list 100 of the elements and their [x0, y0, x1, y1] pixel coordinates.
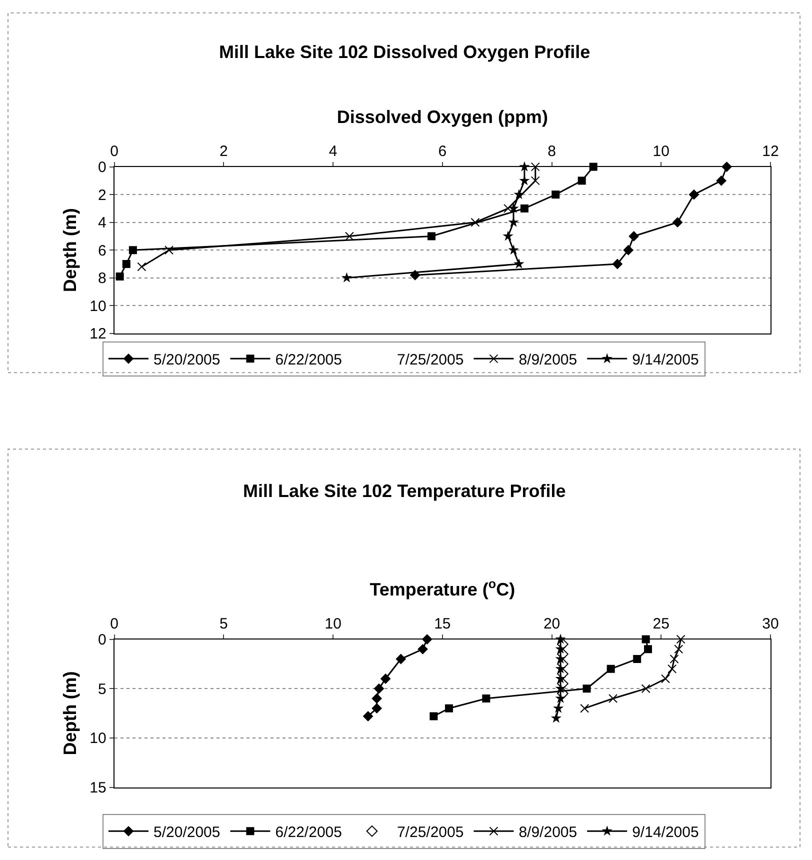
x-tick-label: 0 [110, 142, 119, 160]
point [716, 175, 726, 186]
point [372, 703, 382, 714]
point [380, 674, 391, 684]
x-tick-label: 10 [324, 615, 342, 632]
point [557, 648, 568, 660]
point [580, 704, 590, 713]
chart-title: Mill Lake Site 102 Dissolved Oxygen Profile [219, 42, 590, 62]
point [137, 262, 146, 272]
point [362, 711, 374, 722]
y-axis-title: Depth (m) [60, 208, 80, 292]
legend-label: 9/14/2005 [632, 824, 699, 841]
x-tick-label: 6 [438, 142, 447, 160]
point [514, 188, 524, 200]
point [628, 231, 640, 242]
point [164, 246, 174, 255]
point [530, 176, 540, 186]
point [418, 644, 428, 654]
point [674, 644, 684, 654]
legend-label: 5/20/2005 [154, 824, 220, 841]
y-tick-label: 0 [98, 159, 106, 176]
text: 7/25/2005 [396, 352, 464, 369]
point [344, 232, 354, 241]
point [341, 272, 352, 282]
point [444, 704, 453, 712]
y-tick-label: 10 [90, 730, 106, 748]
point [552, 190, 560, 199]
point [396, 654, 406, 664]
x-tick-label: 4 [328, 142, 338, 160]
point [128, 246, 137, 254]
point [641, 684, 650, 694]
point [557, 668, 568, 680]
x-tick-label: 2 [220, 142, 228, 160]
point [578, 176, 586, 185]
legend-label: 8/9/2005 [518, 824, 578, 841]
y-tick-label: 15 [90, 780, 106, 797]
point [430, 712, 438, 720]
y-tick-label: 8 [98, 270, 106, 288]
legend-label: 5/20/2005 [154, 352, 220, 369]
legend-label: 9/14/2005 [632, 352, 699, 369]
y-tick-label: 10 [90, 298, 106, 315]
x-tick-label: 12 [762, 142, 779, 160]
y-tick-label: 6 [98, 242, 106, 260]
point [502, 230, 514, 241]
point [612, 258, 623, 270]
point [557, 688, 568, 700]
x-tick-label: 8 [548, 142, 556, 160]
point [508, 202, 519, 213]
point [374, 683, 384, 694]
x-tick-label: 20 [543, 615, 560, 632]
point [606, 664, 615, 673]
point [520, 204, 528, 212]
point [519, 175, 530, 186]
point [557, 638, 568, 650]
legend-label: 6/22/2005 [275, 352, 342, 369]
point [623, 244, 634, 256]
point [661, 674, 670, 684]
point [670, 654, 679, 664]
point [530, 162, 540, 172]
point [553, 702, 564, 713]
point [557, 678, 568, 690]
legend-label: 7/25/2005 [396, 824, 464, 841]
y-tick-label: 12 [90, 326, 106, 343]
point [482, 694, 490, 702]
point [470, 218, 480, 227]
point [555, 644, 566, 654]
x-tick-label: 0 [110, 615, 119, 632]
point [633, 655, 642, 664]
point [644, 645, 652, 654]
point [550, 712, 562, 723]
point [557, 658, 568, 670]
point [116, 272, 124, 280]
x-axis-title: Temperature ($^{o}$C) [370, 576, 516, 600]
point [608, 694, 618, 703]
legend-label: 8/9/2005 [518, 352, 578, 369]
legend-label: 6/22/2005 [275, 824, 342, 841]
x-tick-label: 10 [652, 142, 670, 160]
y-tick-label: 0 [98, 632, 106, 649]
point [688, 189, 700, 200]
x-tick-label: 25 [652, 615, 670, 632]
point [676, 634, 686, 644]
point [508, 244, 519, 255]
point [372, 693, 382, 704]
x-tick-label: 30 [762, 615, 779, 632]
point [668, 664, 677, 674]
chart-title: Mill Lake Site 102 Temperature Profile [243, 481, 566, 501]
x-axis-title: Dissolved Oxygen (ppm) [336, 107, 548, 127]
point [122, 260, 130, 268]
point [582, 684, 591, 693]
y-tick-label: 4 [98, 214, 106, 232]
y-axis-title: Depth (m) [60, 671, 80, 756]
y-tick-label: 2 [98, 186, 106, 204]
point [672, 217, 683, 228]
y-tick-label: 5 [98, 680, 106, 698]
point [514, 258, 524, 269]
point [555, 673, 566, 684]
point [427, 232, 436, 240]
x-tick-label: 5 [220, 615, 228, 632]
x-tick-label: 15 [434, 615, 451, 632]
point [555, 683, 566, 694]
